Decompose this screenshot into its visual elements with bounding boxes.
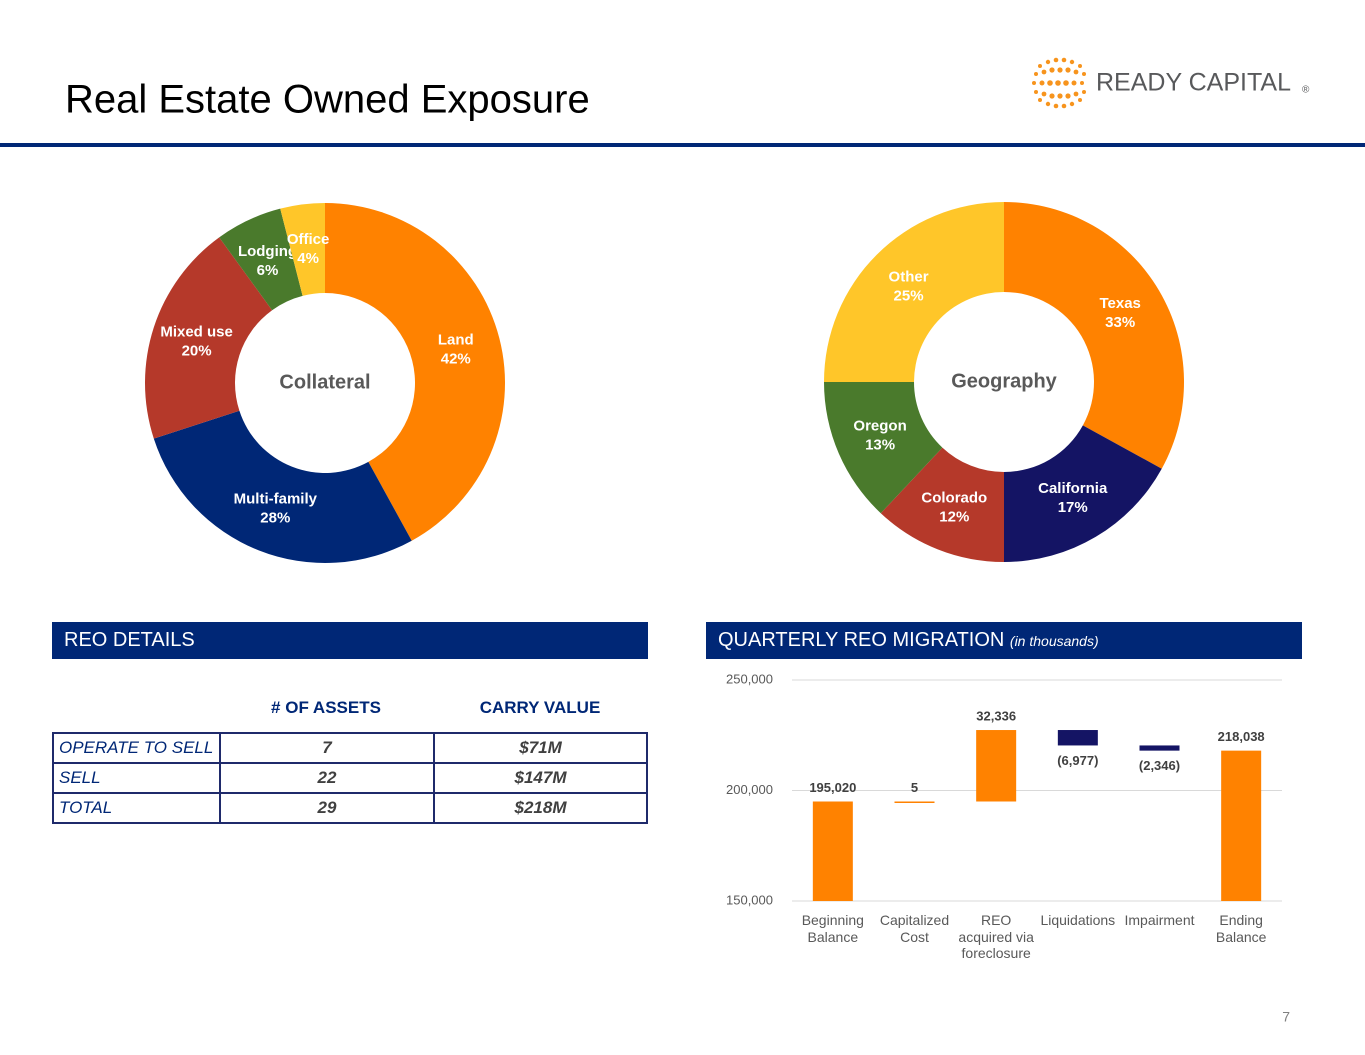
slice-value: 12% <box>939 508 969 525</box>
y-tick-label: 250,000 <box>726 671 773 686</box>
cell: 22 <box>219 762 435 794</box>
x-tick-label: Impairment <box>1124 912 1195 928</box>
slide-title: Real Estate Owned Exposure <box>65 78 590 122</box>
column-header: CARRY VALUE <box>479 698 601 717</box>
slice-value: 28% <box>260 509 290 526</box>
donut-slice <box>824 202 1004 382</box>
y-tick-label: 150,000 <box>726 892 773 907</box>
slice-label: Texas <box>1099 295 1140 312</box>
slice-label: Office <box>287 231 330 248</box>
slice-value: 42% <box>441 350 471 367</box>
x-tick-label: Beginning Balance <box>801 912 864 945</box>
slice-value: 33% <box>1105 314 1135 331</box>
slice-label: California <box>1038 480 1108 497</box>
donut-center-label: Geography <box>951 370 1057 392</box>
waterfall-bar <box>894 801 935 803</box>
chart-title: QUARTERLY REO MIGRATION <box>718 629 1005 651</box>
y-tick-label: 200,000 <box>726 782 773 797</box>
slice-value: 20% <box>182 342 212 359</box>
row-label: TOTAL <box>52 792 221 824</box>
logo-text: READY CAPITAL <box>1096 69 1291 97</box>
reo-table: OPERATE TO SELL 7 $71M SELL 22 $147M TOTAL 29… <box>52 732 648 824</box>
donut-slice <box>1004 202 1184 469</box>
cell: $71M <box>433 732 648 764</box>
donut-slice <box>280 203 325 296</box>
row-label: OPERATE TO SELL <box>52 732 221 764</box>
slice-label: Mixed use <box>160 323 233 340</box>
waterfall-bar <box>1057 730 1098 746</box>
donut-slice <box>824 382 943 514</box>
waterfall-bar <box>812 801 853 901</box>
section-title: REO DETAILS <box>64 629 195 651</box>
slice-value: 6% <box>257 262 279 279</box>
logo-mark: ® <box>1302 85 1310 96</box>
donut-slice <box>153 410 412 563</box>
slice-value: 4% <box>297 250 319 267</box>
cell: 29 <box>219 792 435 824</box>
x-tick-label: Ending Balance <box>1215 912 1267 945</box>
data-label: 195,020 <box>809 780 856 795</box>
x-tick-label: Liquidations <box>1040 912 1116 928</box>
slice-label: Oregon <box>853 418 906 435</box>
slice-label: Multi-family <box>234 490 318 507</box>
waterfall-bar <box>976 730 1017 802</box>
donut-slice <box>145 237 273 439</box>
donut-slice <box>325 203 506 541</box>
slice-value: 13% <box>865 437 895 454</box>
data-label: (6,977) <box>1057 753 1098 768</box>
page-number: 7 <box>1282 1009 1290 1025</box>
data-label: 5 <box>911 780 918 795</box>
cell: $218M <box>433 792 648 824</box>
donut-slice <box>1004 425 1162 562</box>
waterfall-bar <box>1221 750 1262 901</box>
slice-label: Other <box>889 269 929 286</box>
x-tick-label: REO acquired via foreclosure <box>958 912 1034 961</box>
data-label: 218,038 <box>1218 729 1265 744</box>
data-label: (2,346) <box>1139 758 1180 773</box>
donut-center-label: Collateral <box>279 371 370 393</box>
section-header: REO DETAILS <box>52 622 648 659</box>
logo-dots <box>1032 57 1086 109</box>
slice-value: 25% <box>894 288 924 305</box>
donut-slice <box>880 447 1004 562</box>
data-label: 32,336 <box>976 708 1016 723</box>
slice-label: Land <box>438 331 474 348</box>
chart-subtitle: (in thousands) <box>1009 633 1099 649</box>
slice-label: Lodging <box>238 243 297 260</box>
slice-value: 17% <box>1058 499 1088 516</box>
cell: $147M <box>433 762 648 794</box>
donut-slice <box>219 208 303 311</box>
table-row: TOTAL 29 $218M <box>52 792 648 824</box>
slice-label: Colorado <box>921 489 987 506</box>
section-header: QUARTERLY REO MIGRATION (in thousands) <box>706 622 1302 659</box>
column-header: # OF ASSETS <box>271 698 381 717</box>
x-tick-label: Capitalized Cost <box>879 912 950 945</box>
table-row: OPERATE TO SELL 7 $71M <box>52 732 648 764</box>
cell: 7 <box>219 732 435 764</box>
row-label: SELL <box>52 762 221 794</box>
waterfall-bar <box>1139 745 1180 751</box>
table-row: SELL 22 $147M <box>52 762 648 794</box>
